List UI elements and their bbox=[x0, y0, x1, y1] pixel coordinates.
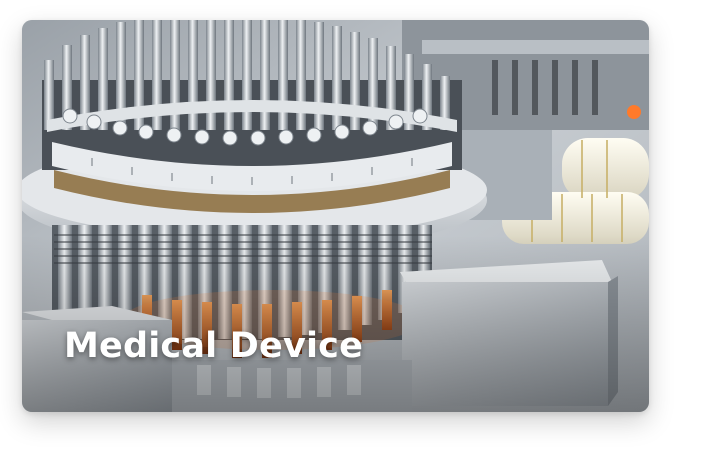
pharmaceutical-machine-image bbox=[22, 20, 649, 412]
card-title: Medical Device bbox=[64, 326, 364, 366]
medical-device-card[interactable]: Medical Device bbox=[22, 20, 649, 412]
